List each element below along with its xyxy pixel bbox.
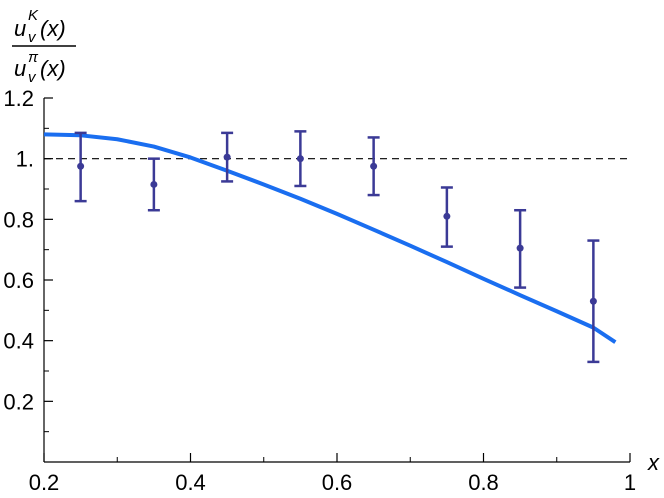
y-tick-label: 0.6 xyxy=(3,268,34,293)
data-point xyxy=(296,155,304,163)
x-tick-label: 0.2 xyxy=(29,470,60,495)
y-axis-label-numerator-arg: (x) xyxy=(40,16,66,41)
data-point xyxy=(589,297,597,305)
data-point xyxy=(370,162,378,170)
y-tick-label: 0.2 xyxy=(3,389,34,414)
data-point xyxy=(516,244,524,252)
line-series-curve xyxy=(43,132,617,344)
data-point xyxy=(443,212,451,220)
y-axis-label: u K v (x) u π v (x) xyxy=(12,7,76,86)
y-axis-label-denominator-sub: v xyxy=(28,69,37,86)
y-tick-label: 0.4 xyxy=(3,329,34,354)
y-tick-label: 0.8 xyxy=(3,207,34,232)
x-tick-label: 0.4 xyxy=(175,470,206,495)
data-point xyxy=(77,162,85,170)
y-axis-label-numerator-sub: v xyxy=(28,29,37,46)
y-axis-label-numerator-base: u xyxy=(14,16,26,41)
y-axis-label-denominator-sup: π xyxy=(28,49,39,66)
y-axis-label-denominator-base: u xyxy=(14,56,26,81)
x-tick-label: 0.6 xyxy=(322,470,353,495)
data-point xyxy=(223,153,231,161)
x-tick-label: 0.8 xyxy=(468,470,499,495)
y-tick-label: 1.2 xyxy=(3,86,34,111)
x-tick-label: 1 xyxy=(624,470,636,495)
y-axis-label-denominator-arg: (x) xyxy=(40,56,66,81)
data-point xyxy=(150,180,158,188)
x-axis-label: x xyxy=(647,450,660,475)
y-tick-label: 1. xyxy=(16,147,34,172)
y-axis-label-numerator-sup: K xyxy=(28,7,39,24)
